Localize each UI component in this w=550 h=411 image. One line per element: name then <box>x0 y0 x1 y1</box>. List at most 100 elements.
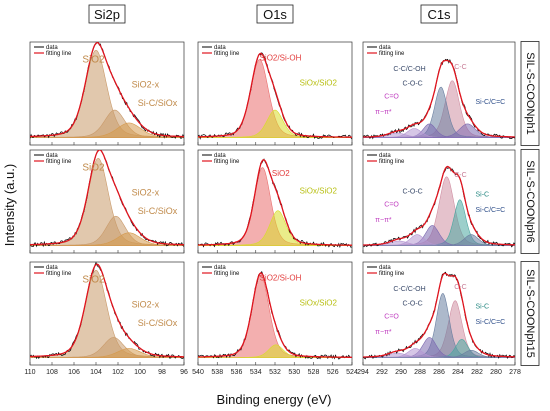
legend-data-label: data <box>214 45 226 51</box>
component-label: C=O <box>384 314 399 321</box>
component-label: SiO2/Si-OH <box>260 54 302 63</box>
component-label: C-C <box>454 172 466 179</box>
x-tick-label: 96 <box>180 369 188 376</box>
legend-fit-label: fitting line <box>214 271 240 277</box>
x-tick-label: 108 <box>46 369 58 376</box>
component-label: Si-C <box>475 303 489 310</box>
component-label: Si-C <box>475 191 489 198</box>
x-tick-label: 526 <box>327 369 339 376</box>
legend-data-label: data <box>214 265 226 271</box>
y-axis-title: Intensity (a.u.) <box>2 164 17 246</box>
legend-fit-label: fitting line <box>46 51 72 57</box>
row-label-box <box>520 261 540 366</box>
x-tick-label: 278 <box>509 369 521 376</box>
column-title-box <box>88 4 126 24</box>
component-label: SiO2-x <box>132 79 160 89</box>
fitting-curve <box>198 159 352 246</box>
row-label-box <box>520 149 540 254</box>
fitting-curve <box>198 52 352 138</box>
x-tick-label: 286 <box>433 369 445 376</box>
legend-data-label: data <box>46 45 58 51</box>
component-label: Si-C/SiOx <box>138 206 178 216</box>
row-label: SIL-S-COONph1 <box>524 52 536 135</box>
x-tick-label: 528 <box>308 369 320 376</box>
x-tick-label: 282 <box>471 369 483 376</box>
x-tick-label: 98 <box>158 369 166 376</box>
fitting-curve <box>363 165 515 246</box>
x-tick-label: 294 <box>357 369 369 376</box>
component-label: C-O-C <box>403 188 423 195</box>
component-label: SiO2 <box>272 169 290 178</box>
component-peak <box>363 123 515 138</box>
component-label: SiO2 <box>82 163 105 174</box>
fitting-curve <box>363 59 515 138</box>
component-label: SiOx/SiO2 <box>300 78 338 87</box>
row-label: SIL-S-COONph6 <box>524 160 536 243</box>
x-tick-label: 524 <box>346 369 358 376</box>
x-tick-label: 288 <box>414 369 426 376</box>
fitting-curve <box>30 42 184 138</box>
x-tick-label: 292 <box>376 369 388 376</box>
component-peak <box>363 234 515 246</box>
component-label: C=O <box>384 94 399 101</box>
component-label: SiO2 <box>82 55 105 66</box>
column-title-box <box>256 4 294 24</box>
component-label: π−π* <box>375 329 392 336</box>
component-label: C-O-C <box>403 300 423 307</box>
panel-plot-area <box>363 165 515 248</box>
row-label: SIL-S-COONph15 <box>524 269 536 358</box>
x-tick-label: 284 <box>452 369 464 376</box>
panel-plot-area <box>30 150 184 248</box>
panel-plot-area <box>198 270 352 360</box>
component-label: Si-C/SiOx <box>138 318 178 328</box>
component-label: C-O-C <box>403 80 423 87</box>
row-label-box <box>520 41 540 146</box>
x-axis-title: Binding energy (eV) <box>217 392 332 407</box>
panel-plot-area <box>30 42 184 139</box>
legend-fit-label: fitting line <box>214 51 240 57</box>
panel-plot-area <box>363 58 515 140</box>
component-label: SiO2-x <box>132 187 160 197</box>
component-label: C-C <box>454 284 466 291</box>
fitting-curve <box>30 150 184 246</box>
legend-fit-label: fitting line <box>46 271 72 277</box>
legend-fit-label: fitting line <box>379 51 405 57</box>
panel-plot-area <box>198 158 352 249</box>
column-title: O1s <box>263 7 287 22</box>
component-label: π−π* <box>375 109 392 116</box>
column-title: C1s <box>427 7 451 22</box>
component-label: C-C/C-OH <box>393 66 425 73</box>
legend-fit-label: fitting line <box>214 159 240 165</box>
component-label: Si-C/C=C <box>475 319 505 326</box>
component-label: SiOx/SiO2 <box>300 186 338 195</box>
x-tick-label: 534 <box>250 369 262 376</box>
column-title-box <box>420 4 458 24</box>
component-label: SiOx/SiO2 <box>300 298 338 307</box>
component-label: SiO2-x <box>132 299 160 309</box>
fitting-curve <box>30 263 184 358</box>
legend-data-label: data <box>379 265 391 271</box>
component-label: SiO2/Si-OH <box>260 274 302 283</box>
x-tick-label: 100 <box>134 369 146 376</box>
x-tick-label: 538 <box>211 369 223 376</box>
component-label: Si-C/C=C <box>475 99 505 106</box>
x-tick-label: 106 <box>68 369 80 376</box>
fitting-curve <box>363 272 515 358</box>
fitting-curve <box>198 272 352 358</box>
panel-plot-area <box>30 262 184 360</box>
column-title: Si2p <box>94 7 120 22</box>
component-label: C=O <box>384 202 399 209</box>
legend-data-label: data <box>214 153 226 159</box>
legend-data-label: data <box>46 153 58 159</box>
x-tick-label: 532 <box>269 369 281 376</box>
legend-data-label: data <box>379 153 391 159</box>
